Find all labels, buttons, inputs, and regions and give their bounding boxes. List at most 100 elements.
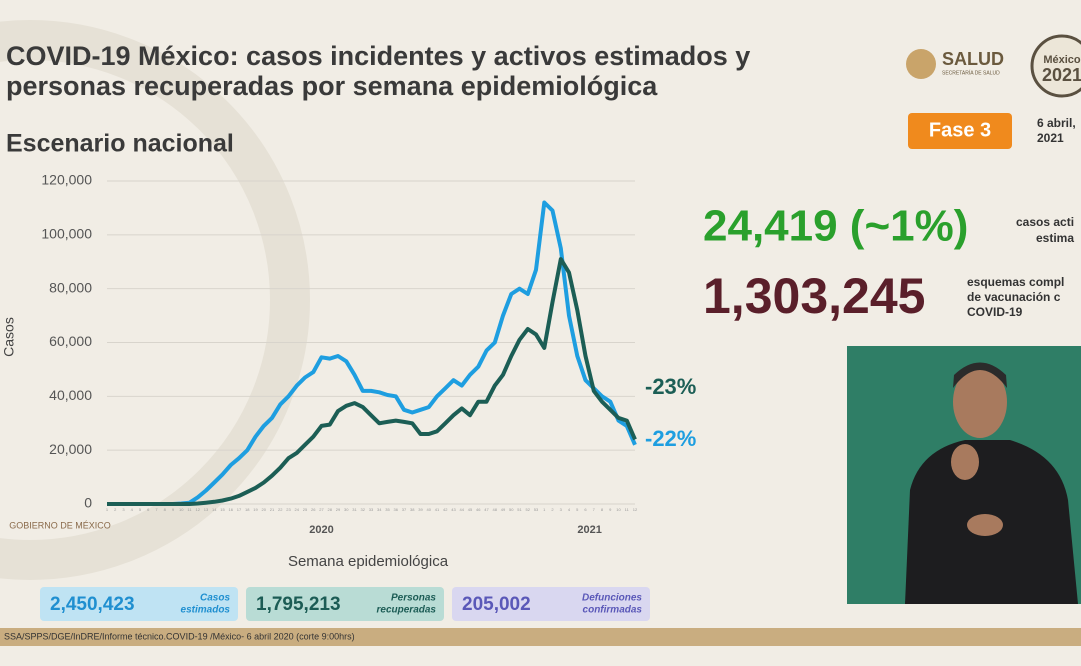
x-tick-label: 6 bbox=[147, 507, 150, 512]
year-emblem-year: 2021 bbox=[1042, 65, 1081, 85]
x-tick-label: 50 bbox=[509, 507, 514, 512]
annotation: -23% bbox=[645, 374, 696, 399]
x-tick-label: 28 bbox=[328, 507, 333, 512]
x-tick-label: 16 bbox=[229, 507, 234, 512]
x-tick-label: 3 bbox=[122, 507, 125, 512]
stat-box bbox=[246, 587, 444, 621]
x-tick-label: 51 bbox=[517, 507, 522, 512]
y-tick-label: 120,000 bbox=[41, 172, 92, 188]
x-tick-label: 40 bbox=[427, 507, 432, 512]
x-tick-label: 2 bbox=[114, 507, 117, 512]
title-line-1: COVID-19 México: casos incidentes y acti… bbox=[6, 41, 750, 71]
year-emblem bbox=[1030, 34, 1081, 98]
x-tick-label: 4 bbox=[568, 507, 571, 512]
x-tick-label: 1 bbox=[106, 507, 109, 512]
footer-band bbox=[0, 628, 1081, 646]
x-tick-label: 18 bbox=[245, 507, 250, 512]
x-tick-label: 21 bbox=[270, 507, 275, 512]
x-tick-label: 5 bbox=[139, 507, 142, 512]
x-tick-label: 1 bbox=[543, 507, 546, 512]
y-tick-label: 20,000 bbox=[49, 441, 92, 457]
vaccination-figure: 1,303,245 bbox=[703, 268, 925, 324]
x-tick-label: 29 bbox=[336, 507, 341, 512]
date-line-2: 2021 bbox=[1037, 131, 1064, 145]
stat-box bbox=[40, 587, 238, 621]
annotation: -22% bbox=[645, 426, 696, 451]
x-tick-label: 20 bbox=[262, 507, 267, 512]
x-tick-label: 41 bbox=[435, 507, 440, 512]
series-line bbox=[107, 200, 637, 506]
gov-logo-text: GOBIERNO DE MÉXICO bbox=[9, 520, 111, 530]
x-tick-label: 12 bbox=[196, 507, 201, 512]
x-tick-label: 15 bbox=[220, 507, 225, 512]
x-group-label: 2021 bbox=[577, 524, 601, 536]
x-tick-label: 31 bbox=[352, 507, 357, 512]
x-tick-label: 6 bbox=[584, 507, 587, 512]
x-tick-label: 37 bbox=[402, 507, 407, 512]
x-tick-label: 4 bbox=[131, 507, 134, 512]
x-tick-label: 52 bbox=[526, 507, 531, 512]
x-tick-label: 42 bbox=[443, 507, 448, 512]
x-tick-label: 43 bbox=[451, 507, 456, 512]
x-tick-label: 9 bbox=[172, 507, 175, 512]
title-line-2: personas recuperadas por semana epidemio… bbox=[6, 71, 658, 101]
stat-figure: 205,002 bbox=[462, 594, 531, 615]
vaccination-note-3: COVID-19 bbox=[967, 305, 1023, 319]
y-tick-label: 100,000 bbox=[41, 226, 92, 242]
x-tick-label: 25 bbox=[303, 507, 308, 512]
x-tick-label: 10 bbox=[616, 507, 621, 512]
vaccination-note-1: esquemas compl bbox=[967, 275, 1064, 289]
logo-text: SALUD bbox=[942, 49, 1004, 69]
x-tick-label: 49 bbox=[501, 507, 506, 512]
vaccination-note-2: de vacunación c bbox=[967, 290, 1061, 304]
interpreter-hand bbox=[967, 514, 1003, 536]
phase-badge bbox=[908, 113, 1012, 149]
x-group-label: 2020 bbox=[309, 524, 333, 536]
x-tick-label: 30 bbox=[344, 507, 349, 512]
x-tick-label: 32 bbox=[361, 507, 366, 512]
x-axis-label: Semana epidemiológica bbox=[288, 553, 449, 570]
stat-figure: 2,450,423 bbox=[50, 594, 135, 615]
x-tick-label: 3 bbox=[560, 507, 563, 512]
x-tick-label: 7 bbox=[593, 507, 596, 512]
x-tick-label: 14 bbox=[212, 507, 217, 512]
x-tick-label: 9 bbox=[609, 507, 612, 512]
stat-label: Defunciones bbox=[582, 593, 642, 604]
x-tick-label: 44 bbox=[460, 507, 465, 512]
stat-label: Personas bbox=[391, 593, 436, 604]
x-tick-label: 10 bbox=[179, 507, 184, 512]
x-tick-label: 36 bbox=[394, 507, 399, 512]
interpreter-hair bbox=[953, 362, 1007, 388]
x-tick-label: 17 bbox=[237, 507, 242, 512]
footer-source: SSA/SPPS/DGE/InDRE/Informe técnico.COVID… bbox=[4, 631, 355, 641]
logo-emblem bbox=[906, 49, 936, 79]
x-tick-label: 13 bbox=[204, 507, 209, 512]
x-tick-label: 34 bbox=[377, 507, 382, 512]
y-tick-label: 40,000 bbox=[49, 387, 92, 403]
interpreter-hand bbox=[951, 444, 979, 480]
x-tick-label: 27 bbox=[319, 507, 324, 512]
x-tick-label: 5 bbox=[576, 507, 579, 512]
y-tick-label: 60,000 bbox=[49, 333, 92, 349]
active-cases-note-2: estima bbox=[1036, 231, 1074, 245]
x-tick-label: 46 bbox=[476, 507, 481, 512]
x-tick-label: 26 bbox=[311, 507, 316, 512]
x-tick-label: 48 bbox=[493, 507, 498, 512]
x-tick-label: 12 bbox=[633, 507, 638, 512]
stat-box bbox=[452, 587, 650, 621]
x-tick-label: 8 bbox=[601, 507, 604, 512]
x-tick-label: 47 bbox=[484, 507, 489, 512]
x-tick-label: 22 bbox=[278, 507, 283, 512]
x-tick-label: 19 bbox=[253, 507, 258, 512]
subtitle: Escenario nacional bbox=[6, 130, 234, 158]
y-axis-label: Casos bbox=[1, 317, 17, 357]
x-tick-label: 7 bbox=[155, 507, 158, 512]
x-tick-label: 33 bbox=[369, 507, 374, 512]
active-cases-note-1: casos acti bbox=[1016, 215, 1074, 229]
x-tick-label: 39 bbox=[418, 507, 423, 512]
background-pattern bbox=[0, 20, 310, 580]
year-emblem-text: México bbox=[1043, 54, 1081, 66]
x-tick-label: 38 bbox=[410, 507, 415, 512]
x-tick-label: 11 bbox=[625, 507, 630, 512]
